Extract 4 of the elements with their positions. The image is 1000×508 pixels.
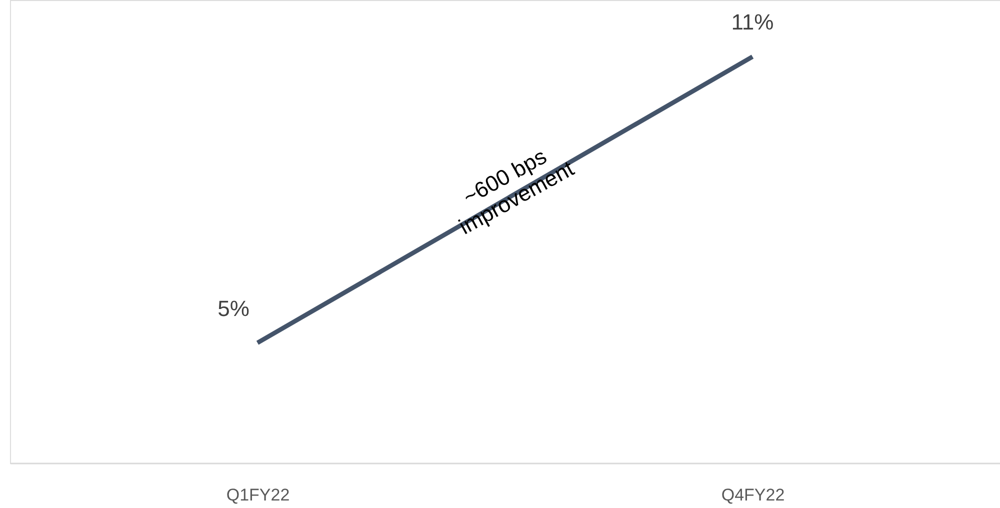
x-tick-label: Q4FY22 <box>721 486 785 504</box>
x-tick-label: Q1FY22 <box>226 486 290 504</box>
data-label: 5% <box>218 296 250 321</box>
data-label: 11% <box>731 10 774 35</box>
